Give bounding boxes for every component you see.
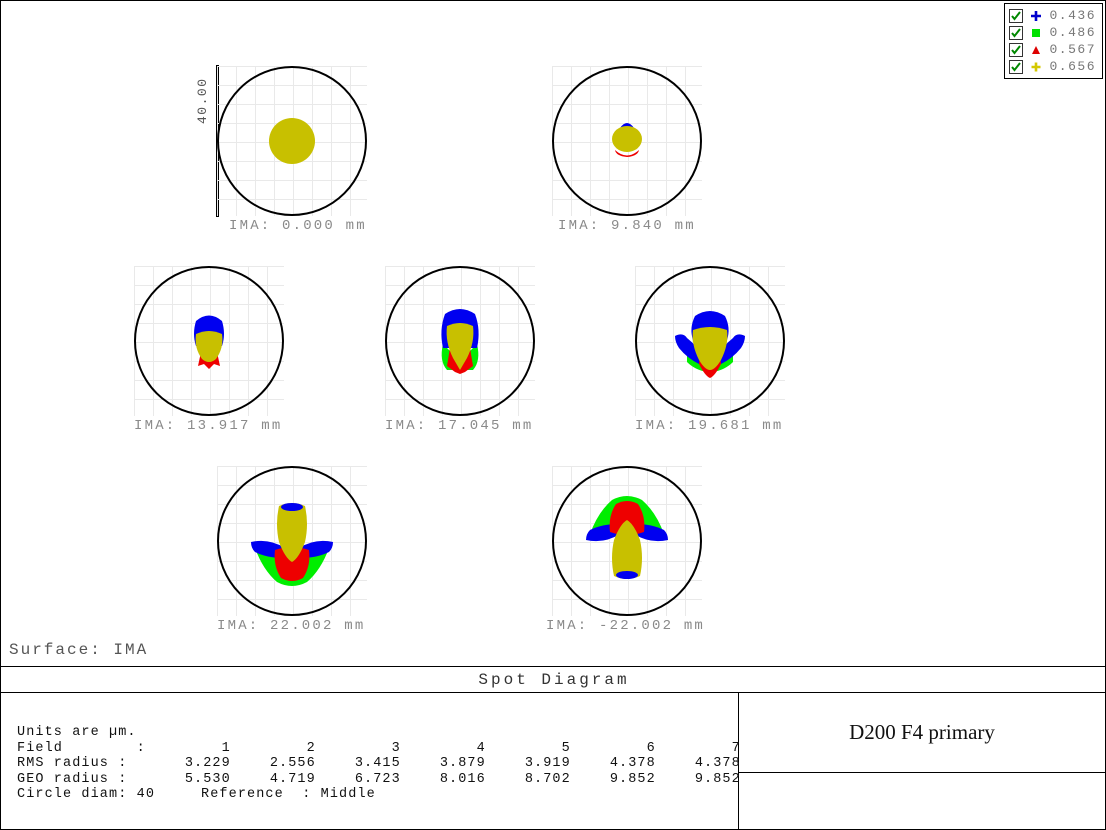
cell: 6	[646, 740, 656, 756]
row-label: RMS radius :	[17, 756, 128, 772]
legend-row[interactable]: 0.486	[1009, 24, 1096, 41]
cell: 8.016	[439, 771, 486, 787]
row-label: Field :	[17, 740, 146, 756]
cell: 3.229	[184, 756, 231, 772]
scale-bar-label: 40.00	[195, 77, 210, 124]
triangle-icon	[1029, 43, 1043, 57]
spot-cluster	[586, 496, 668, 579]
reference-circle	[635, 266, 785, 416]
legend-row[interactable]: 0.436	[1009, 7, 1096, 24]
spot-cluster	[675, 311, 745, 378]
cell: 7	[731, 740, 741, 756]
spot-panel-2[interactable]: IMA: 9.840 mm	[552, 66, 702, 234]
legend-row[interactable]: 0.567	[1009, 41, 1096, 58]
spot-panel-6[interactable]: IMA: 22.002 mm	[217, 466, 367, 634]
reference-circle	[385, 266, 535, 416]
divider-title-bottom	[738, 772, 1105, 773]
cell: 3.415	[354, 756, 401, 772]
cell: 1	[221, 740, 231, 756]
field-label: IMA: 0.000 mm	[229, 218, 367, 234]
spot-plot-area	[217, 66, 367, 216]
cell: 3.879	[439, 756, 486, 772]
reference-circle	[217, 466, 367, 616]
cell: 3.919	[524, 756, 571, 772]
cell: 3	[391, 740, 401, 756]
cell: 5	[561, 740, 571, 756]
spot-cluster	[269, 118, 315, 164]
spot-panel-1[interactable]: IMA: 0.000 mm	[217, 66, 367, 234]
spot-cluster	[251, 503, 333, 586]
field-label: IMA: 17.045 mm	[385, 418, 534, 434]
circle-diameter-label: Circle diam: 40 Reference : Middle	[17, 787, 376, 803]
wavelength-checkbox[interactable]	[1009, 8, 1024, 23]
spot-plot-area	[635, 266, 785, 416]
spot-plot-area	[552, 466, 702, 616]
row-label: GEO radius :	[17, 771, 128, 787]
field-label: IMA: 13.917 mm	[134, 418, 283, 434]
cell: 4.719	[269, 771, 316, 787]
wavelength-checkbox[interactable]	[1009, 59, 1024, 74]
divider-top	[1, 666, 1105, 667]
square-icon	[1029, 26, 1043, 40]
field-label: IMA: -22.002 mm	[546, 618, 706, 634]
spot-plot-area	[552, 66, 702, 216]
cell: 4.378	[694, 756, 741, 772]
wavelength-legend[interactable]: 0.436 0.486 0.567	[1004, 3, 1103, 79]
spot-panel-4[interactable]: IMA: 17.045 mm	[385, 266, 535, 434]
divider-mid	[1, 692, 1105, 693]
plus-icon	[1029, 60, 1043, 74]
spot-cluster	[612, 123, 642, 157]
spot-plot-area	[217, 466, 367, 616]
plus-icon	[1029, 9, 1043, 23]
wavelength-value: 0.486	[1049, 25, 1096, 40]
reference-circle	[552, 466, 702, 616]
statistics-table: Units are µm. Field : 1 2 3 4 5 6 7 RMS …	[17, 725, 741, 803]
wavelength-checkbox[interactable]	[1009, 42, 1024, 57]
spot-panel-3[interactable]: IMA: 13.917 mm	[134, 266, 284, 434]
cell: 2	[306, 740, 316, 756]
spot-panel-7[interactable]: IMA: -22.002 mm	[546, 466, 703, 634]
wavelength-value: 0.656	[1049, 59, 1096, 74]
chart-title: Spot Diagram	[478, 671, 630, 689]
units-label: Units are µm.	[17, 725, 137, 740]
cell: 9.852	[694, 771, 741, 787]
cell: 6.723	[354, 771, 401, 787]
field-label: IMA: 19.681 mm	[635, 418, 784, 434]
cell: 9.852	[609, 771, 656, 787]
reference-circle	[134, 266, 284, 416]
wavelength-checkbox[interactable]	[1009, 25, 1024, 40]
legend-row[interactable]: 0.656	[1009, 58, 1096, 75]
spot-cluster	[441, 309, 479, 374]
cell: 5.530	[184, 771, 231, 787]
spot-cluster	[194, 315, 224, 369]
table-row: GEO radius : 5.530 4.719 6.723 8.016 8.7…	[17, 772, 741, 788]
reference-circle	[552, 66, 702, 216]
surface-label: Surface: IMA	[9, 641, 149, 659]
divider-vertical	[738, 692, 739, 829]
field-label: IMA: 22.002 mm	[217, 618, 366, 634]
cell: 4.378	[609, 756, 656, 772]
field-label: IMA: 9.840 mm	[558, 218, 696, 234]
cell: 2.556	[269, 756, 316, 772]
spot-plot-area	[134, 266, 284, 416]
table-row: Field : 1 2 3 4 5 6 7	[17, 741, 741, 757]
spot-plot-area	[385, 266, 535, 416]
spot-panel-5[interactable]: IMA: 19.681 mm	[635, 266, 785, 434]
cell: 4	[476, 740, 486, 756]
wavelength-value: 0.567	[1049, 42, 1096, 57]
reference-circle	[217, 66, 367, 216]
lens-title: D200 F4 primary	[849, 719, 995, 744]
cell: 8.702	[524, 771, 571, 787]
table-row: RMS radius : 3.229 2.556 3.415 3.879 3.9…	[17, 756, 741, 772]
radius-table: Field : 1 2 3 4 5 6 7 RMS radius : 3.229…	[17, 741, 741, 788]
wavelength-value: 0.436	[1049, 8, 1096, 23]
